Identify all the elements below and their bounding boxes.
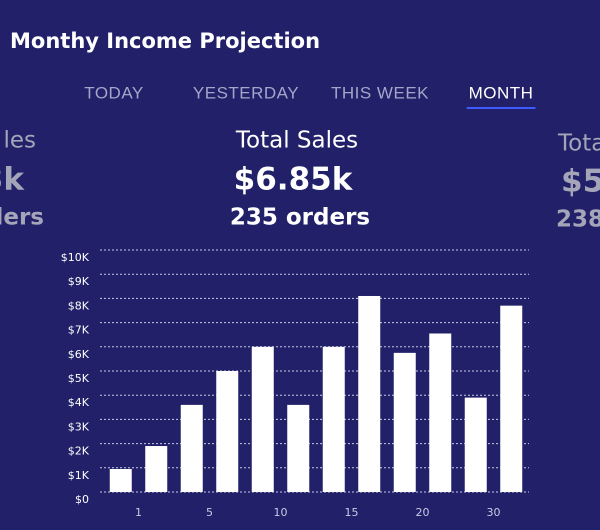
x-tick-label: 20 (416, 506, 430, 519)
card-title: Total Sales (235, 128, 358, 154)
bar (109, 469, 132, 492)
bar (216, 371, 239, 492)
y-tick-label: $6K (68, 348, 90, 361)
bar (429, 333, 452, 492)
card-title: les (3, 128, 36, 154)
x-tick-label: 1 (135, 506, 142, 519)
card-amount: $5 (561, 164, 600, 200)
bar (145, 446, 168, 492)
card-amount: $6.85k (234, 162, 354, 198)
y-tick-label: $9K (68, 275, 90, 288)
y-tick-label: $2K (68, 445, 90, 458)
tab[interactable]: MONTH (469, 83, 534, 102)
bar (322, 346, 345, 492)
y-tick-label: $7K (68, 324, 90, 337)
y-tick-label: $0 (75, 493, 89, 506)
page-title: Monthy Income Projection (10, 29, 320, 53)
bar (393, 352, 416, 492)
tab-bar: TODAY YESTERDAY THIS WEEK MONTH (84, 83, 536, 109)
bar (287, 404, 310, 492)
tab[interactable]: YESTERDAY (193, 83, 299, 102)
y-tick-label: $10K (61, 251, 90, 264)
card-orders: ders (0, 205, 44, 231)
y-tick-label: $1K (68, 469, 90, 482)
tab-indicator (466, 107, 536, 109)
bar (251, 346, 274, 492)
bar (500, 305, 523, 492)
bar (464, 397, 487, 492)
y-tick-label: $8K (68, 299, 90, 312)
tab[interactable]: TODAY (84, 83, 144, 102)
bar (180, 404, 203, 492)
card-title: Tota (557, 131, 600, 157)
x-tick-label: 5 (206, 506, 213, 519)
y-tick-label: $3K (68, 420, 90, 433)
y-tick-label: $4K (68, 396, 90, 409)
tab[interactable]: THIS WEEK (331, 83, 429, 102)
card-orders: 238 (556, 207, 600, 233)
card-orders: 235 orders (230, 205, 370, 231)
y-tick-label: $5K (68, 372, 90, 385)
bar (358, 295, 381, 492)
x-tick-label: 15 (345, 506, 359, 519)
x-tick-label: 30 (487, 506, 501, 519)
card-amount: 3k (0, 162, 25, 198)
x-tick-label: 10 (274, 506, 288, 519)
